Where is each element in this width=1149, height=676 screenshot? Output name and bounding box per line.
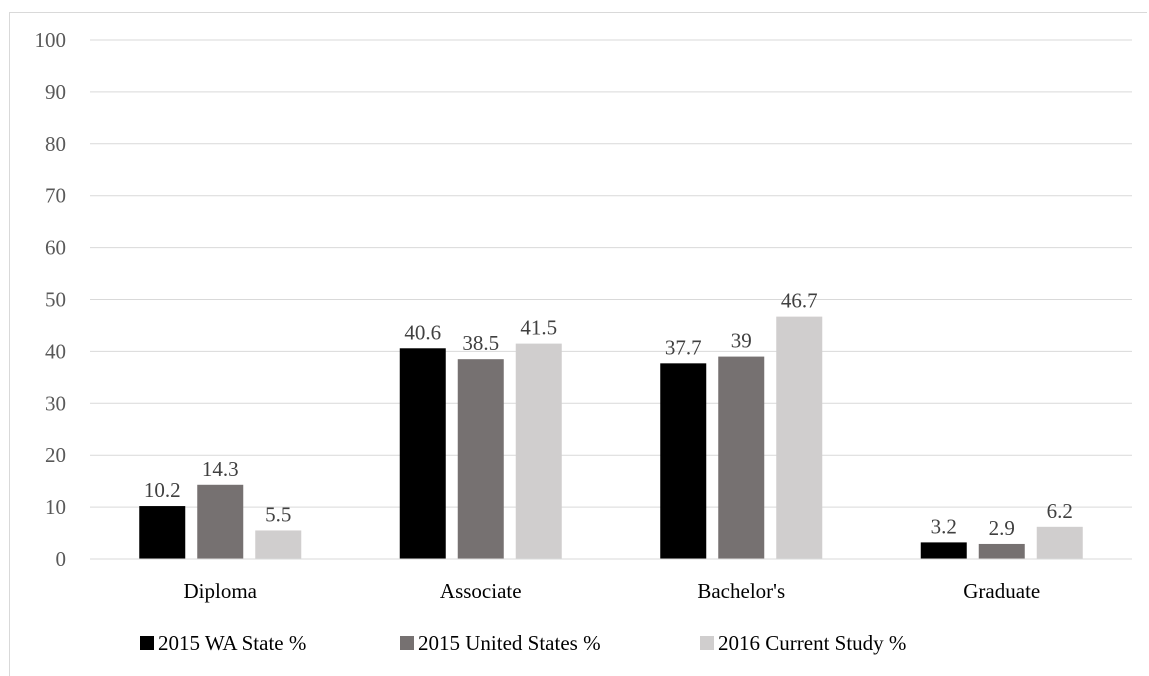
legend: 2015 WA State % 2015 United States % 2016 … (140, 631, 906, 655)
y-tick-label: 80 (45, 132, 66, 156)
data-label: 3.2 (931, 514, 957, 538)
legend-swatch (140, 636, 154, 650)
data-label: 37.7 (665, 335, 702, 359)
bar (399, 348, 446, 559)
bar (515, 343, 562, 559)
data-label: 14.3 (202, 457, 239, 481)
bar (718, 356, 765, 559)
data-label: 38.5 (462, 331, 499, 355)
y-tick-label: 20 (45, 443, 66, 467)
data-label: 40.6 (404, 320, 441, 344)
bar (978, 543, 1025, 559)
data-label: 5.5 (265, 502, 291, 526)
legend-swatch (700, 636, 714, 650)
bar (255, 530, 302, 559)
bar (1036, 526, 1083, 559)
y-tick-label: 60 (45, 236, 66, 260)
bar (776, 316, 823, 559)
x-axis: Diploma Associate Bachelor's Graduate (90, 558, 1132, 603)
y-tick-label: 0 (56, 547, 67, 571)
data-label: 39 (731, 329, 752, 353)
data-label: 2.9 (989, 516, 1015, 540)
data-labels: 10.2 14.3 5.5 40.6 38.5 41.5 37.7 39 46.7 3.2 2.9 6… (144, 289, 1073, 540)
gridlines (90, 39, 1132, 560)
y-tick-label: 90 (45, 80, 66, 104)
bar (660, 363, 707, 559)
y-tick-label: 70 (45, 184, 66, 208)
bar (457, 359, 504, 559)
y-tick-label: 50 (45, 288, 66, 312)
data-label: 6.2 (1047, 499, 1073, 523)
legend-label: 2015 United States % (418, 631, 601, 655)
x-tick-label: Bachelor's (697, 579, 785, 603)
x-tick-label: Graduate (963, 579, 1040, 603)
y-tick-label: 30 (45, 391, 66, 415)
y-axis: 0 10 20 30 40 50 60 70 80 90 100 (35, 28, 67, 571)
bar (197, 484, 244, 559)
bar (920, 542, 967, 559)
y-tick-label: 40 (45, 339, 66, 363)
x-tick-label: Diploma (184, 579, 258, 603)
y-tick-label: 100 (35, 28, 67, 52)
y-tick-label: 10 (45, 495, 66, 519)
data-label: 46.7 (781, 289, 818, 313)
legend-swatch (400, 636, 414, 650)
x-tick-label: Associate (440, 579, 522, 603)
data-label: 41.5 (520, 316, 557, 340)
legend-label: 2016 Current Study % (718, 631, 906, 655)
legend-label: 2015 WA State % (158, 631, 306, 655)
bars (139, 316, 1083, 559)
chart-frame (9, 12, 1147, 676)
data-label: 10.2 (144, 478, 181, 502)
bar (139, 506, 186, 559)
